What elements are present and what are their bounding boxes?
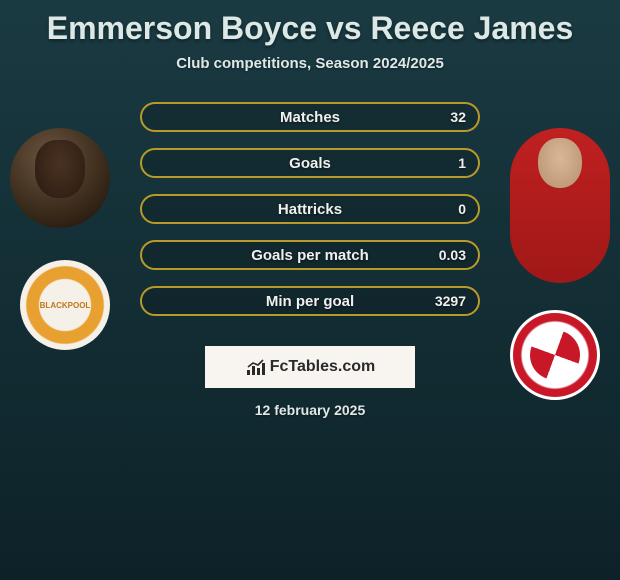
club-left-label: BLACKPOOL [40,301,91,310]
stat-row: Goals 1 [140,148,480,178]
stats-container: Matches 32 Goals 1 Hattricks 0 Goals per… [140,102,480,316]
stat-right-value: 0 [458,201,466,217]
stat-right-value: 0.03 [439,247,466,263]
stat-label: Goals [289,155,331,172]
stat-right-value: 1 [458,155,466,171]
stat-label: Min per goal [266,293,354,310]
club-right-inner-icon [523,323,587,387]
stat-label: Goals per match [251,247,369,264]
club-right-badge [510,310,600,400]
date-text: 12 february 2025 [0,402,620,418]
brand-box: FcTables.com [205,346,415,388]
stat-label: Matches [280,109,340,126]
stat-right-value: 32 [450,109,466,125]
subtitle: Club competitions, Season 2024/2025 [0,55,620,72]
stat-row: Min per goal 3297 [140,286,480,316]
player-right-photo [510,128,610,283]
brand-text: FcTables.com [270,358,376,376]
chart-icon [245,358,267,376]
stat-row: Hattricks 0 [140,194,480,224]
player-left-photo [10,128,110,228]
stat-right-value: 3297 [435,293,466,309]
stat-row: Matches 32 [140,102,480,132]
stat-row: Goals per match 0.03 [140,240,480,270]
club-left-badge: BLACKPOOL [20,260,110,350]
stat-label: Hattricks [278,201,342,218]
page-title: Emmerson Boyce vs Reece James [0,0,620,47]
